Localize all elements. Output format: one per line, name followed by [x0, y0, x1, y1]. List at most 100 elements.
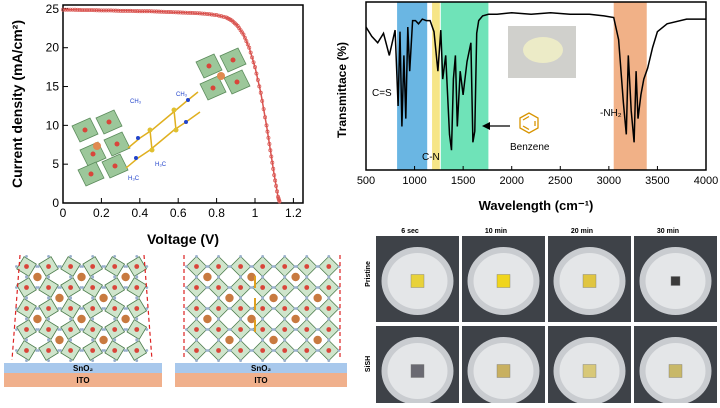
- ir-x-tick-label: 3000: [597, 175, 621, 187]
- ir-plot-frame: [365, 1, 707, 171]
- jv-point: [63, 7, 68, 12]
- x-site-ion: [251, 328, 254, 331]
- x-site-ion: [195, 276, 198, 279]
- x-site-ion: [113, 276, 117, 279]
- x-site-ion: [37, 307, 40, 310]
- b-site-ion: [112, 285, 118, 290]
- x-site-ion: [305, 255, 309, 258]
- x-site-ion: [317, 349, 321, 352]
- x-site-ion: [283, 276, 287, 279]
- a-site-cation: [269, 293, 278, 303]
- jv-point: [277, 199, 282, 204]
- jv-point: [77, 7, 82, 12]
- x-site-ion: [317, 307, 321, 310]
- x-site-ion: [305, 339, 309, 342]
- jv-point: [73, 7, 77, 12]
- film-sample: [496, 274, 511, 288]
- x-site-ion: [81, 307, 84, 310]
- band-label-nh2: -NH₂: [600, 108, 622, 119]
- ito-layer-left: [4, 373, 162, 387]
- x-site-ion: [327, 318, 331, 321]
- x-site-ion: [135, 339, 139, 342]
- x-site-ion: [239, 297, 243, 300]
- jv-point: [169, 10, 173, 15]
- x-site-ion: [229, 349, 232, 352]
- jv-point: [97, 8, 101, 13]
- b-site-ion: [304, 285, 310, 290]
- b-site-ion: [134, 264, 140, 269]
- b-site-ion: [282, 264, 288, 269]
- jv-point: [197, 11, 202, 16]
- b-site-ion: [90, 306, 96, 311]
- x-site-ion: [229, 265, 232, 268]
- time-label-3: 20 min: [571, 228, 593, 235]
- x-site-ion: [317, 265, 321, 268]
- x-site-ion: [217, 276, 220, 279]
- a-site-cation: [313, 293, 322, 303]
- film-sample: [410, 364, 425, 378]
- jv-point: [147, 9, 152, 14]
- b-site-ion: [24, 348, 29, 353]
- jv-point: [125, 8, 130, 13]
- x-site-ion: [37, 265, 40, 268]
- jv-curve-panel: 0 0.2 0.4 0.6 0.8 1 1.2 0 5 10 15 20 25: [0, 0, 320, 250]
- b-site-ion: [326, 306, 332, 311]
- b-site-ion: [68, 348, 73, 353]
- lattice-modified: [185, 255, 341, 362]
- x-site-ion: [295, 286, 299, 289]
- jv-point: [152, 9, 157, 14]
- b-site-ion: [326, 264, 332, 269]
- x-site-ion: [91, 255, 95, 258]
- x-site-ion: [229, 286, 232, 289]
- x-site-ion: [185, 328, 188, 331]
- jv-y-tick-label: 25: [46, 2, 60, 16]
- b-site-ion: [46, 348, 51, 353]
- ito-label-left: ITO: [76, 376, 89, 385]
- x-site-ion: [239, 255, 243, 258]
- jv-point: [111, 8, 116, 13]
- x-site-ion: [25, 359, 28, 362]
- jv-point: [261, 107, 266, 111]
- x-site-ion: [125, 265, 129, 268]
- jv-point: [121, 8, 125, 13]
- b-site-ion: [90, 327, 96, 332]
- molecule-label-4: H₃C: [128, 176, 140, 182]
- jv-point: [242, 35, 247, 40]
- a-site-cation: [33, 272, 42, 282]
- x-site-ion: [135, 276, 139, 279]
- x-site-ion: [305, 359, 309, 362]
- x-site-ion: [15, 349, 18, 352]
- x-site-ion: [229, 328, 232, 331]
- x-site-ion: [59, 307, 62, 310]
- x-site-ion: [327, 255, 331, 258]
- x-site-ion: [217, 359, 220, 362]
- x-site-ion: [37, 349, 40, 352]
- jv-point: [254, 71, 259, 76]
- x-site-ion: [91, 359, 95, 362]
- ir-x-tick-label: 2500: [548, 175, 572, 187]
- b-site-ion: [260, 306, 266, 311]
- b-site-ion: [238, 327, 244, 332]
- x-site-ion: [91, 318, 95, 321]
- jv-chart: 0 0.2 0.4 0.6 0.8 1 1.2 0 5 10 15 20 25: [9, 2, 304, 247]
- x-site-ion: [25, 318, 28, 321]
- jv-point: [253, 65, 257, 70]
- x-site-ion: [47, 339, 50, 342]
- b-site-ion: [24, 327, 29, 332]
- jv-point: [250, 55, 255, 60]
- jv-point: [118, 8, 123, 13]
- x-site-ion: [69, 276, 72, 279]
- jv-point: [92, 8, 97, 13]
- lattice-svg: SnO₂ ITO SnO₂ ITO: [4, 254, 347, 387]
- x-site-ion: [81, 265, 84, 268]
- b-site-ion: [260, 285, 266, 290]
- b-site-ion: [304, 348, 310, 353]
- x-site-ion: [217, 297, 220, 300]
- x-site-ion: [239, 276, 243, 279]
- b-site-ion: [326, 327, 332, 332]
- x-site-ion: [273, 328, 277, 331]
- x-site-ion: [327, 339, 331, 342]
- x-site-ion: [25, 255, 28, 258]
- jv-point: [268, 148, 273, 153]
- molecule-label-1: CH₃: [130, 99, 142, 105]
